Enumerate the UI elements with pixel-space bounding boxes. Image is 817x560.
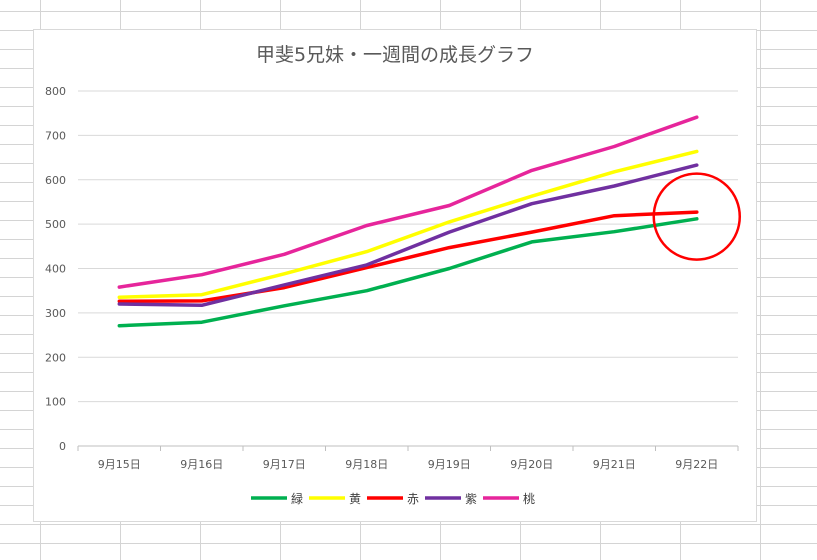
- legend-item[interactable]: 紫: [425, 492, 477, 506]
- x-tick-label: 9月15日: [98, 458, 141, 471]
- y-tick-label: 0: [59, 440, 66, 453]
- y-tick-label: 600: [45, 174, 66, 187]
- x-axis: [77, 445, 739, 451]
- x-tick-label: 9月20日: [510, 458, 553, 471]
- y-tick-label: 100: [45, 396, 66, 409]
- legend-label: 緑: [291, 491, 303, 506]
- highlight-circle: [652, 172, 741, 261]
- legend-item[interactable]: 桃: [483, 491, 535, 506]
- legend-label: 桃: [523, 491, 535, 506]
- series-line-0: [117, 217, 699, 328]
- y-tick-label: 400: [45, 263, 66, 276]
- series-line-4: [117, 115, 699, 289]
- x-tick-label: 9月16日: [180, 458, 223, 471]
- chart-area[interactable]: [33, 29, 757, 522]
- legend-label: 紫: [465, 492, 477, 506]
- y-tick-label: 200: [45, 351, 66, 364]
- x-tick-label: 9月17日: [263, 458, 306, 471]
- x-tick-label: 9月22日: [675, 458, 718, 471]
- chart-title: 甲斐5兄妹・一週間の成長グラフ: [256, 44, 534, 66]
- legend-item[interactable]: 緑: [251, 491, 303, 506]
- y-tick-label: 500: [45, 218, 66, 231]
- series-line-3: [117, 163, 699, 308]
- legend: 緑黄赤紫桃: [251, 491, 535, 506]
- legend-label: 赤: [407, 492, 419, 506]
- series-line-1: [117, 149, 699, 300]
- annotations: [652, 172, 741, 261]
- y-tick-label: 800: [45, 85, 66, 98]
- series-line-2: [117, 210, 699, 304]
- series-lines: [117, 115, 699, 328]
- y-tick-label: 300: [45, 307, 66, 320]
- x-tick-label: 9月21日: [593, 458, 636, 471]
- gridlines: [78, 90, 738, 403]
- legend-label: 黄: [349, 492, 361, 506]
- x-tick-label: 9月18日: [345, 458, 388, 471]
- legend-item[interactable]: 黄: [309, 492, 361, 506]
- y-tick-label: 700: [45, 129, 66, 142]
- x-tick-label: 9月19日: [428, 458, 471, 471]
- x-axis-ticks: 9月15日 9月16日 9月17日 9月18日 9月19日 9月20日 9月21日 9月22日: [98, 458, 719, 471]
- legend-item[interactable]: 赤: [367, 492, 419, 506]
- y-axis-ticks: 0 100 200 300 400 500 600 700 800: [45, 85, 66, 453]
